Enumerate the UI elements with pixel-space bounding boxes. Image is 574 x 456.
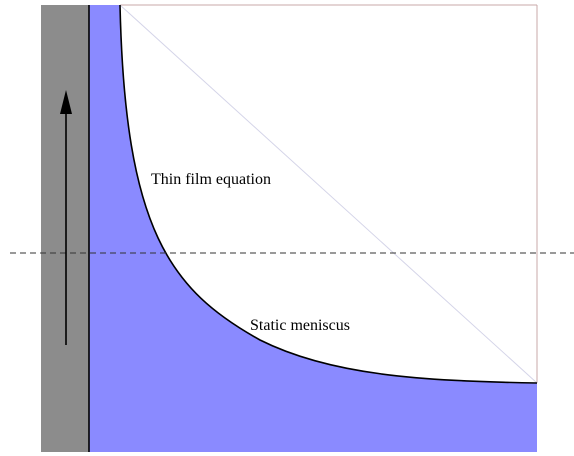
label-thin-film: Thin film equation xyxy=(151,171,271,188)
label-static-meniscus: Static meniscus xyxy=(250,317,350,334)
diagram: Thin film equation Static meniscus xyxy=(0,0,574,456)
liquid xyxy=(89,5,537,452)
plate xyxy=(41,5,89,452)
